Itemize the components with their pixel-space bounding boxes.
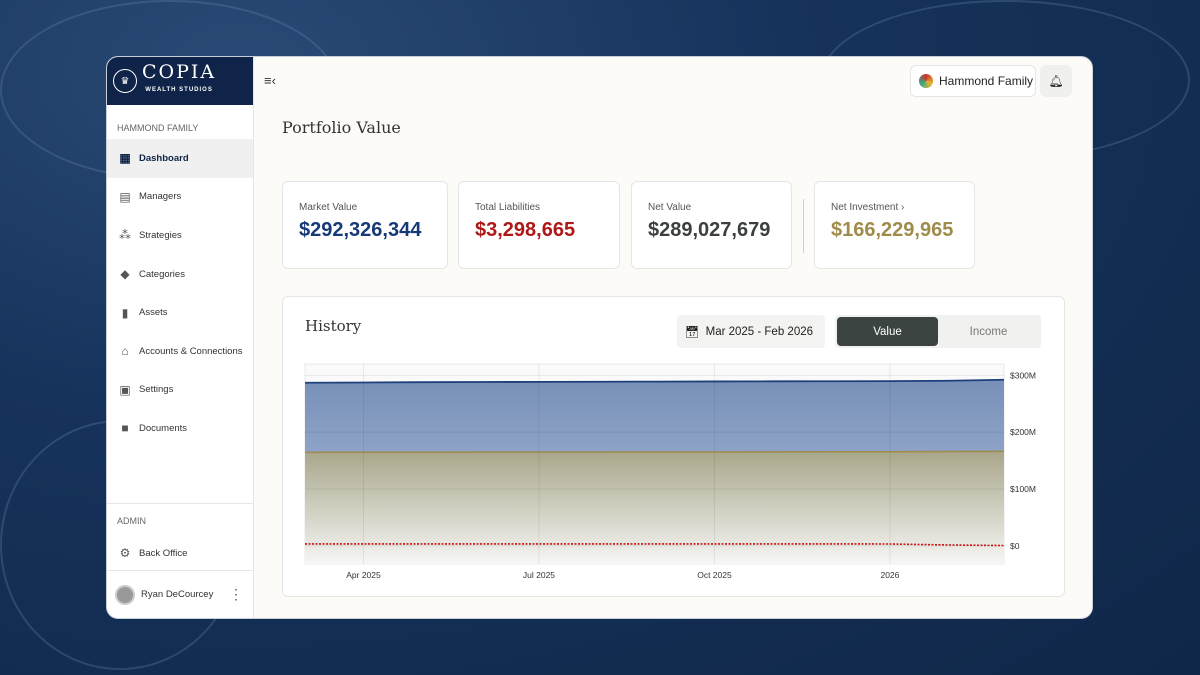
- sidebar-nav: ▦ Dashboard ▤ Managers ⁂ Strategies ◆ Categorie…: [107, 139, 253, 448]
- sidebar: ♛ COPIA WEALTH STUDIOS HAMMOND FAMILY ▦ Da…: [107, 57, 254, 618]
- shapes-icon: ◆: [120, 267, 130, 282]
- sidebar-item-label: Documents: [139, 422, 188, 434]
- date-range-label: Mar 2025 - Feb 2026: [705, 325, 814, 338]
- history-title: History: [305, 317, 362, 335]
- page-title: Portfolio Value: [282, 118, 401, 137]
- date-range-picker[interactable]: 📅︎ Mar 2025 - Feb 2026: [677, 315, 825, 348]
- sidebar-item-categories[interactable]: ◆ Categories: [107, 255, 253, 294]
- x-tick-label: Jul 2025: [523, 570, 555, 580]
- admin-section-label: ADMIN: [117, 516, 146, 526]
- x-tick-label: Oct 2025: [697, 570, 732, 580]
- sidebar-item-label: Managers: [139, 191, 182, 203]
- circles-icon: ⁂: [119, 228, 131, 243]
- market-value-line: [304, 378, 1005, 384]
- folder-icon: ■: [121, 421, 129, 436]
- sidebar-item-settings[interactable]: ▣ Settings: [107, 371, 253, 410]
- sidebar-item-managers[interactable]: ▤ Managers: [107, 178, 253, 217]
- sidebar-item-dashboard[interactable]: ▦ Dashboard: [107, 139, 253, 178]
- sidebar-item-documents[interactable]: ■ Documents: [107, 409, 253, 448]
- family-avatar-icon: [919, 74, 933, 88]
- calendar-icon: 📅︎: [685, 326, 700, 339]
- history-panel: History 📅︎ Mar 2025 - Feb 2026 Value Inco…: [282, 296, 1065, 597]
- sidebar-item-label: Assets: [139, 307, 168, 319]
- sidebar-item-label: Back Office: [139, 547, 188, 559]
- family-selector[interactable]: Hammond Family: [910, 65, 1036, 97]
- history-chart: Apr 2025 Jul 2025 Oct 2025 2026 $0 $100M $200M…: [304, 363, 1036, 580]
- gears-icon: ⚙: [119, 546, 131, 561]
- seal-icon: ♛: [113, 69, 137, 93]
- tab-income[interactable]: Income: [969, 325, 1008, 338]
- more-vertical-icon[interactable]: ⋮: [229, 586, 243, 602]
- sidebar-item-label: Accounts & Connections: [139, 345, 243, 357]
- stat-label: Market Value: [299, 202, 358, 213]
- stat-card-total-liabilities: Total Liabilities $3,298,665: [458, 181, 620, 269]
- bar-chart-icon: ▮: [121, 305, 129, 320]
- tab-value[interactable]: Value: [837, 317, 938, 346]
- brand-logo[interactable]: ♛ COPIA WEALTH STUDIOS: [107, 57, 253, 105]
- user-menu[interactable]: Ryan DeCourcey ⋮: [107, 570, 253, 618]
- stat-card-net-value: Net Value $289,027,679: [631, 181, 792, 269]
- briefcase-icon: ▣: [119, 382, 131, 397]
- stat-value: $166,229,965: [831, 219, 954, 241]
- bank-icon: ⌂: [121, 344, 129, 359]
- main-content: ≡‹ Hammond Family 🔔︎ Portfolio Value Mar…: [254, 57, 1092, 618]
- stat-card-market-value: Market Value $292,326,344: [282, 181, 448, 269]
- sidebar-item-label: Categories: [139, 268, 185, 280]
- stat-value: $3,298,665: [475, 219, 576, 241]
- brand-name: COPIA: [142, 61, 217, 83]
- stat-value: $292,326,344: [299, 219, 422, 241]
- id-card-icon: ▤: [119, 189, 131, 204]
- sidebar-item-label: Strategies: [139, 229, 182, 241]
- y-tick-label: $200M: [1010, 427, 1036, 437]
- stat-card-net-investment[interactable]: Net Investment › $166,229,965: [814, 181, 975, 269]
- net-investment-line: [304, 450, 1005, 454]
- x-tick-label: Apr 2025: [346, 570, 381, 580]
- section-label: HAMMOND FAMILY: [117, 123, 199, 133]
- grid-icon: ▦: [119, 151, 131, 166]
- x-tick-label: 2026: [880, 570, 899, 580]
- brand-tagline: WEALTH STUDIOS: [145, 87, 213, 93]
- avatar: [115, 584, 135, 605]
- sidebar-item-accounts-connections[interactable]: ⌂ Accounts & Connections: [107, 332, 253, 371]
- value-income-toggle: Value Income: [835, 315, 1041, 348]
- stat-value: $289,027,679: [648, 219, 771, 241]
- y-tick-label: $300M: [1010, 370, 1036, 380]
- liabilities-line: [305, 543, 1005, 547]
- net-investment-area: [305, 451, 1004, 564]
- stat-label: Total Liabilities: [475, 202, 541, 213]
- divider: [803, 199, 804, 253]
- sidebar-item-label: Dashboard: [139, 152, 189, 164]
- y-tick-label: $0: [1010, 541, 1020, 551]
- bell-icon: 🔔︎: [1048, 74, 1064, 88]
- sidebar-item-strategies[interactable]: ⁂ Strategies: [107, 216, 253, 255]
- y-tick-label: $100M: [1010, 484, 1036, 494]
- sidebar-item-label: Settings: [139, 384, 174, 396]
- user-name: Ryan DeCourcey: [141, 589, 214, 600]
- sidebar-item-back-office[interactable]: ⚙ Back Office: [107, 534, 253, 573]
- family-name: Hammond Family: [939, 74, 1034, 88]
- admin-section: ADMIN ⚙ Back Office: [107, 503, 253, 573]
- notifications-button[interactable]: 🔔︎: [1040, 65, 1072, 97]
- app-window: ♛ COPIA WEALTH STUDIOS HAMMOND FAMILY ▦ Da…: [106, 56, 1093, 619]
- sidebar-item-assets[interactable]: ▮ Assets: [107, 293, 253, 332]
- chevron-right-icon: ›: [901, 202, 905, 213]
- collapse-sidebar-icon[interactable]: ≡‹: [264, 73, 276, 88]
- stat-label: Net Investment: [831, 202, 899, 213]
- stat-label: Net Value: [648, 202, 692, 213]
